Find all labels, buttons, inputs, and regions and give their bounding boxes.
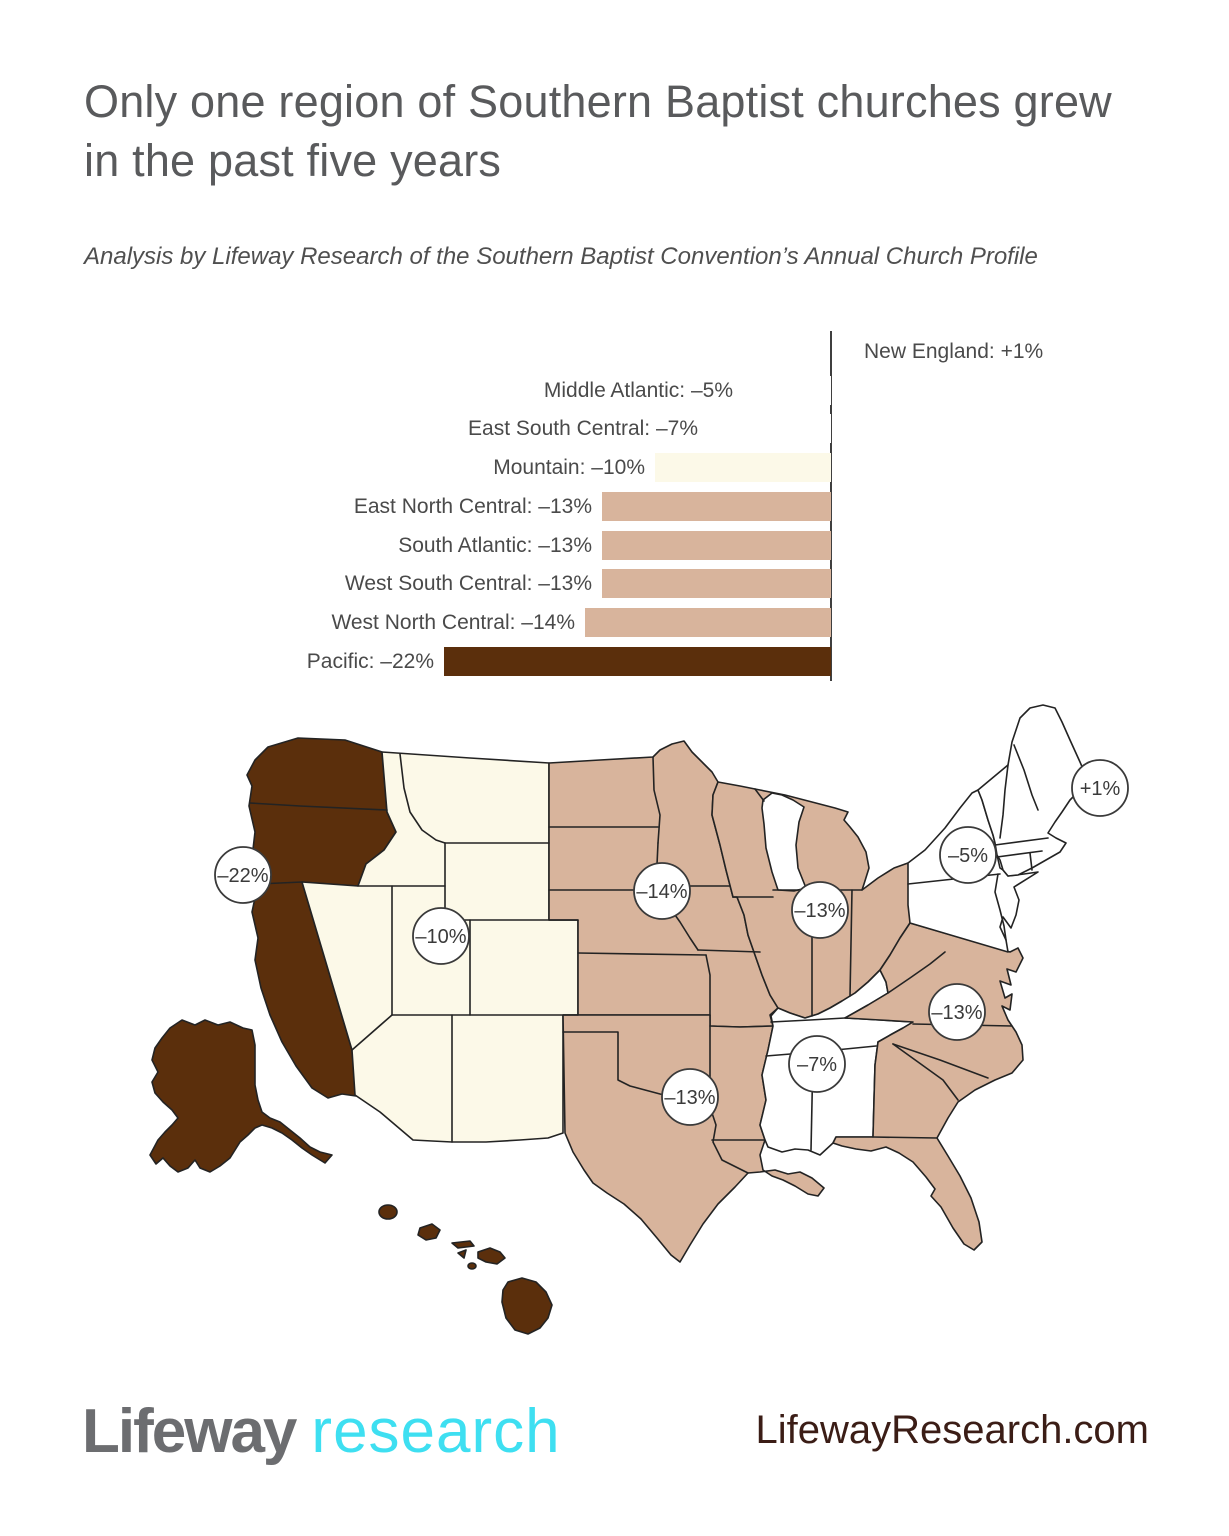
map-badge-west_north_central: –14% xyxy=(633,862,691,920)
chart-row-label-mid_atlantic: Middle Atlantic: –5% xyxy=(543,379,733,402)
chart-row-label-west_south_central: West South Central: –13% xyxy=(344,572,592,595)
chart-row-label-mountain: Mountain: –10% xyxy=(493,456,645,479)
chart-bar-pacific xyxy=(444,647,831,676)
chart-row-label-east_south_central: East South Central: –7% xyxy=(468,417,698,440)
border-ma-north xyxy=(994,837,1049,846)
page-title: Only one region of Southern Baptist chur… xyxy=(84,76,1112,187)
border-wa-or xyxy=(249,802,388,811)
chart-row-label-east_north_central: East North Central: –13% xyxy=(353,495,592,518)
chart-row-label-pacific: Pacific: –22% xyxy=(306,650,434,673)
chart-row-label-west_north_central: West North Central: –14% xyxy=(331,611,575,634)
chart-bar-south_atlantic xyxy=(602,531,831,560)
region-pacific-hawaii-oahu xyxy=(417,1223,441,1241)
region-pacific-hawaii-kahoolawe xyxy=(467,1262,477,1270)
chart-bar-east_north_central xyxy=(602,492,831,521)
border-ks-mo xyxy=(705,954,711,1016)
border-tx-la xyxy=(709,1106,749,1174)
border-ga-fl xyxy=(872,1136,938,1139)
chart-row-label-south_atlantic: South Atlantic: –13% xyxy=(398,534,592,557)
chart-bar-mountain xyxy=(655,453,831,482)
map-badge-pacific: –22% xyxy=(214,846,272,904)
map-badge-new_england: +1% xyxy=(1071,759,1129,817)
map-badge-circle xyxy=(939,826,997,884)
map-badge-layer: –22% –10% –14% –13% –13% –7% –13% –5% +1% xyxy=(214,759,1129,1126)
map-badge-circle xyxy=(633,862,691,920)
chart-bar-west_south_central xyxy=(602,569,831,598)
border-ne-ks xyxy=(577,952,707,956)
map-badge-south_atlantic: –13% xyxy=(928,983,986,1041)
border-me-nh xyxy=(1013,744,1039,811)
page-subtitle: Analysis by Lifeway Research of the Sout… xyxy=(84,243,1038,270)
map-badge-circle xyxy=(1071,759,1129,817)
lifeway-research-logo: Lifeway research xyxy=(82,1396,561,1467)
border-wv-va xyxy=(887,951,946,994)
map-badge-east_south_central: –7% xyxy=(788,1035,846,1093)
state-borders xyxy=(249,744,1049,1174)
border-ia-mo xyxy=(697,949,761,953)
chart-bar-mid_atlantic xyxy=(743,376,831,405)
border-nj-pa xyxy=(994,873,1007,941)
border-wi-up xyxy=(754,788,765,802)
region-new-england xyxy=(977,704,1088,877)
border-in-oh xyxy=(849,889,853,997)
logo-lifeway: Lifeway xyxy=(82,1397,297,1466)
footer-url: LifewayResearch.com xyxy=(755,1408,1150,1452)
map-badge-value: –13% xyxy=(794,900,845,922)
border-ky-tn xyxy=(770,1017,846,1023)
region-pacific-hawaii-kauai xyxy=(378,1204,398,1220)
border-vt-nh xyxy=(999,764,1009,839)
border-ma-south xyxy=(996,850,1043,858)
chart-bar-east_south_central xyxy=(708,414,831,443)
map-badge-circle xyxy=(928,983,986,1041)
border-nd-mn xyxy=(652,756,661,844)
map-badge-mountain: –10% xyxy=(412,907,470,965)
chart-bar-west_north_central xyxy=(585,608,831,637)
border-ga-sc xyxy=(892,1043,959,1101)
map-badge-value: –10% xyxy=(415,926,466,948)
map-badge-east_north_central: –13% xyxy=(791,881,849,939)
map-badge-value: +1% xyxy=(1080,778,1121,800)
map-badge-circle xyxy=(788,1035,846,1093)
region-pacific-alaska xyxy=(149,1019,333,1173)
chart-row-label-new_england: New England: +1% xyxy=(864,340,1044,363)
map-badge-circle xyxy=(661,1068,719,1126)
map-badge-circle xyxy=(214,846,272,904)
region-pacific-hawaii-lanai xyxy=(457,1249,467,1259)
region-pacific-hawaii-big-island xyxy=(501,1277,553,1335)
map-badge-circle xyxy=(791,881,849,939)
map-badge-value: –5% xyxy=(948,845,988,867)
chart-axis xyxy=(830,331,832,681)
map-badge-mid_atlantic: –5% xyxy=(939,826,997,884)
chart-bar-new_england xyxy=(832,337,850,366)
map-badge-value: –14% xyxy=(636,881,687,903)
border-id-mt xyxy=(399,753,446,844)
map-badge-value: –22% xyxy=(217,865,268,887)
border-ct-ri xyxy=(1029,852,1033,871)
region-pacific-hawaii-maui xyxy=(477,1247,506,1265)
border-nv-az xyxy=(351,1014,393,1051)
map-badge-west_south_central: –13% xyxy=(661,1068,719,1126)
lake-michigan xyxy=(761,792,807,892)
map-badge-value: –13% xyxy=(931,1002,982,1024)
logo-research: research xyxy=(311,1397,561,1466)
region-pacific-hawaii-molokai xyxy=(451,1240,475,1249)
border-nc-sc xyxy=(892,1043,989,1079)
map-badge-circle xyxy=(412,907,470,965)
map-badge-value: –13% xyxy=(664,1087,715,1109)
map-badge-value: –7% xyxy=(797,1054,837,1076)
